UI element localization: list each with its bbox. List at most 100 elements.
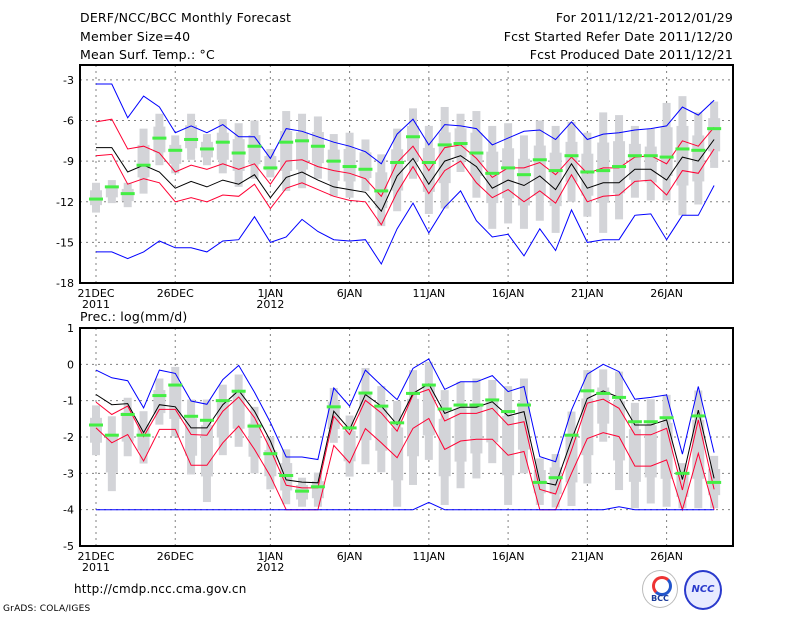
member-interquartile-box: [137, 144, 150, 178]
member-mean-mark: [199, 418, 214, 422]
member-mean-mark: [120, 412, 135, 416]
member-interquartile-box: [248, 135, 261, 165]
y-tick-label: -1: [63, 395, 74, 408]
member-mean-mark: [326, 405, 341, 409]
x-tick-label: 1JAN: [257, 287, 283, 300]
member-interquartile-box: [407, 125, 419, 162]
member-mean-mark: [485, 398, 500, 402]
member-interquartile-box: [248, 423, 261, 457]
member-mean-mark: [564, 433, 579, 437]
x-tick-label: 16JAN: [492, 287, 525, 300]
member-interquartile-box: [613, 401, 626, 461]
member-mean-mark: [247, 424, 262, 428]
y-tick-label: -5: [63, 540, 74, 553]
y-tick-label: -3: [63, 74, 74, 87]
member-mean-mark: [501, 410, 516, 414]
member-mean-mark: [580, 170, 595, 174]
member-mean-mark: [659, 155, 674, 159]
member-interquartile-box: [660, 422, 673, 479]
member-interquartile-box: [549, 152, 562, 207]
member-mean-mark: [564, 154, 579, 158]
member-mean-mark: [612, 395, 627, 399]
member-interquartile-box: [628, 429, 641, 482]
member-interquartile-box: [327, 401, 340, 430]
x-tick-label: 21DEC: [77, 550, 114, 563]
member-mean-mark: [184, 137, 199, 141]
member-mean-mark: [707, 480, 722, 484]
member-mean-mark: [89, 423, 103, 427]
member-interquartile-box: [232, 139, 245, 171]
member-mean-mark: [390, 421, 405, 425]
member-mean-mark: [247, 144, 262, 148]
member-mean-mark: [612, 165, 627, 169]
member-mean-mark: [152, 136, 167, 140]
member-mean-mark: [406, 135, 420, 139]
member-interquartile-box: [296, 132, 309, 170]
y-tick-label: -6: [63, 115, 74, 128]
y-tick-label: -3: [63, 467, 74, 480]
member-interquartile-box: [502, 415, 515, 476]
member-mean-mark: [453, 403, 468, 407]
member-mean-mark: [342, 165, 357, 169]
member-interquartile-box: [216, 402, 229, 438]
member-mean-mark: [390, 160, 405, 164]
series-line-min: [96, 185, 715, 266]
member-mean-mark: [501, 166, 516, 170]
chart-title: DERF/NCC/BCC Monthly Forecast: [80, 10, 292, 25]
member-mean-mark: [89, 197, 103, 201]
member-interquartile-box: [708, 118, 721, 152]
member-interquartile-box: [105, 185, 118, 198]
member-mean-mark: [627, 154, 642, 158]
member-interquartile-box: [565, 435, 578, 483]
x-tick-label: 21JAN: [571, 287, 604, 300]
member-mean-mark: [453, 142, 468, 146]
series-line-lower: [95, 148, 715, 226]
member-interquartile-box: [517, 158, 530, 206]
member-mean-mark: [310, 144, 325, 148]
x-tick-year-label: 2012: [256, 561, 284, 574]
plot-frame: [79, 64, 734, 284]
member-mean-mark: [295, 489, 310, 493]
member-interquartile-box: [644, 146, 657, 183]
member-mean-mark: [136, 163, 151, 167]
member-interquartile-box: [232, 392, 245, 429]
bcc-logo: BCC: [642, 570, 678, 608]
member-interquartile-box: [216, 132, 229, 160]
member-mean-mark: [279, 474, 294, 478]
member-interquartile-box: [105, 435, 118, 473]
x-tick-year-label: 2011: [82, 561, 110, 574]
member-mean-mark: [627, 420, 642, 424]
member-interquartile-box: [470, 403, 483, 454]
x-tick-label: 11JAN: [412, 287, 445, 300]
member-mean-mark: [437, 407, 452, 411]
produced-date: Fcst Produced Date 2011/12/21: [529, 47, 733, 62]
member-interquartile-box: [597, 142, 610, 203]
source-url[interactable]: http://cmdp.ncc.cma.gov.cn: [74, 582, 247, 596]
member-mean-mark: [374, 189, 389, 193]
series-line-lower: [95, 417, 715, 512]
member-interquartile-box: [121, 412, 134, 442]
member-mean-mark: [215, 140, 230, 144]
y-tick-label: -18: [56, 277, 74, 290]
member-mean-mark: [580, 389, 595, 393]
member-mean-mark: [421, 383, 436, 387]
member-mean-mark: [421, 160, 436, 164]
member-mean-mark: [437, 143, 452, 147]
member-mean-mark: [231, 389, 246, 393]
member-mean-mark: [358, 391, 373, 395]
series-line-max: [96, 83, 715, 165]
series-line-upper: [95, 118, 715, 198]
member-mean-mark: [675, 471, 690, 475]
plot-frame: [79, 327, 734, 547]
x-tick-label: 26JAN: [650, 287, 683, 300]
bcc-logo-swirl: [652, 576, 672, 596]
member-interquartile-box: [565, 141, 578, 182]
member-mean-mark: [104, 185, 119, 189]
ncc-logo: NCC: [684, 570, 722, 610]
member-interquartile-box: [169, 144, 182, 164]
member-mean-mark: [707, 127, 722, 131]
series-line-max: [95, 358, 715, 463]
member-interquartile-box: [407, 398, 419, 457]
